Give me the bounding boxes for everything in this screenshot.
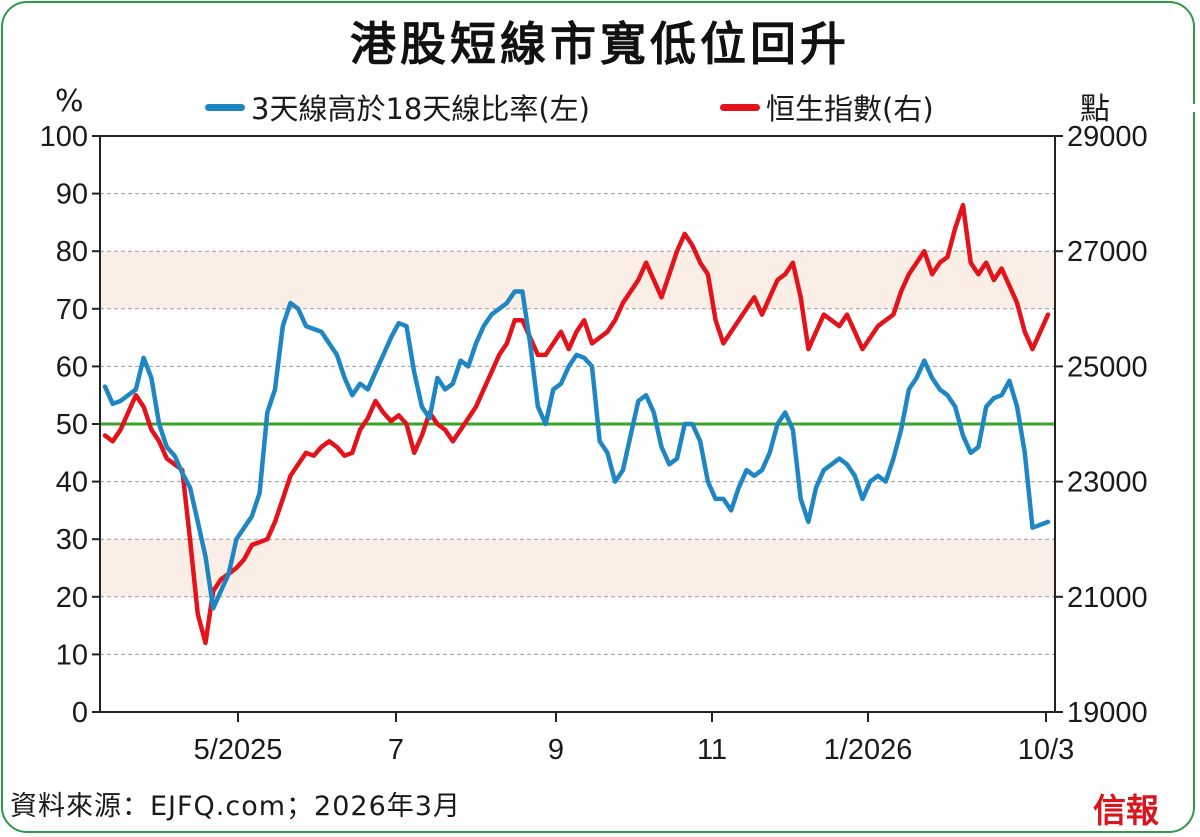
x-tick-label-5: 10/3 [1018,734,1074,766]
x-tick-label-4: 1/2026 [824,734,913,766]
left-tick-label-60: 60 [56,351,88,383]
border-gap [1188,104,1196,112]
left-tick-label-30: 30 [56,524,88,556]
x-tick-label-1: 7 [388,734,404,766]
publisher-logo: 信報 [1093,791,1159,830]
left-tick-label-0: 0 [72,697,88,729]
x-tick-label-0: 5/2025 [194,734,283,766]
x-tick-label-3: 11 [697,734,727,766]
left-tick-label-20: 20 [56,582,88,614]
right-tick-label-29000: 29000 [1067,121,1148,153]
source-note: 資料來源：EJFQ.com；2026年3月 [10,791,461,822]
right-tick-label-27000: 27000 [1067,236,1148,268]
legend-label-hsi: 恒生指數(右) [766,92,934,126]
legend-swatch-red [720,103,760,111]
left-tick-label-40: 40 [56,467,88,499]
shaded-band-0 [100,251,1055,309]
legend-item-hsi: 恒生指數(右) [720,86,934,128]
left-axis-unit: % [55,84,84,119]
right-tick-label-21000: 21000 [1067,582,1148,614]
left-tick-label-80: 80 [56,236,88,268]
right-tick-label-25000: 25000 [1067,351,1148,383]
legend-label-breadth: 3天線高於18天線比率(左) [251,92,590,126]
series-line-breadth [102,289,1051,611]
legend-item-breadth: 3天線高於18天線比率(左) [205,86,590,128]
right-tick-label-23000: 23000 [1067,467,1148,499]
right-tick-label-19000: 19000 [1067,697,1148,729]
chart-title: 港股短線市寬低位回升 [350,17,850,71]
left-tick-label-90: 90 [56,179,88,211]
shaded-band-1 [100,539,1055,597]
left-tick-label-100: 100 [40,121,88,153]
legend-swatch-blue [205,103,245,111]
series-line-hsi [102,202,1051,646]
right-axis-unit: 點 [1080,92,1110,127]
left-tick-label-50: 50 [56,409,88,441]
x-tick-label-2: 9 [548,734,564,766]
left-tick-label-70: 70 [56,294,88,326]
left-tick-label-10: 10 [56,639,88,671]
